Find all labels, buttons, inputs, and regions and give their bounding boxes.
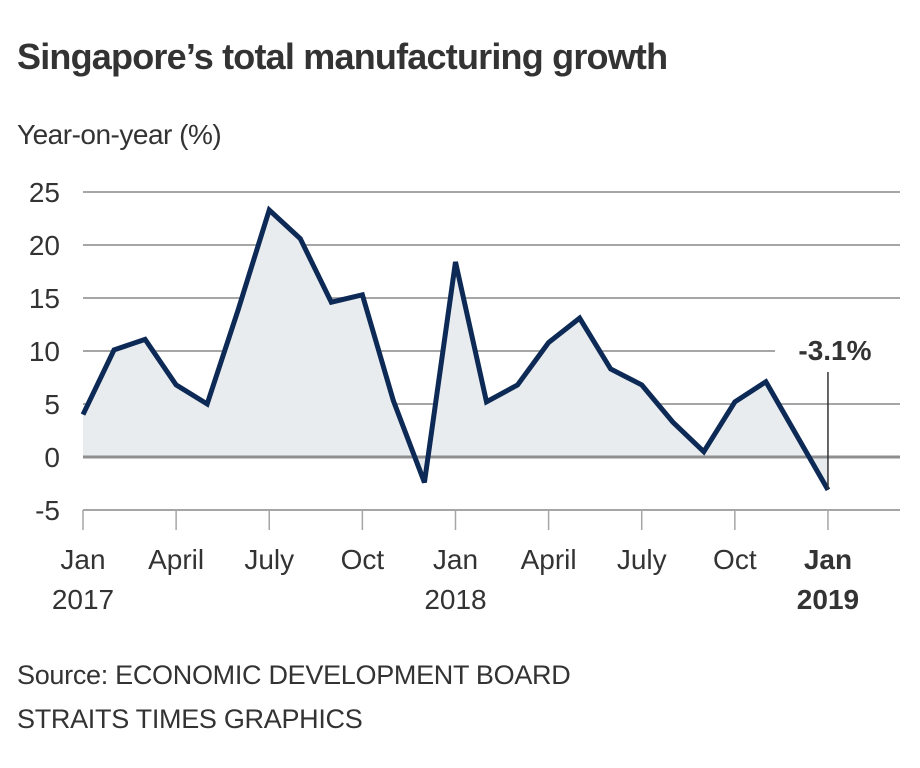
- y-tick-label: 25: [29, 177, 60, 208]
- series-line: [80, 205, 831, 492]
- x-tick-label: Jan: [433, 544, 478, 575]
- y-tick-label: 5: [44, 389, 60, 420]
- x-tick-label: Oct: [341, 544, 385, 575]
- chart-title: Singapore’s total manufacturing growth: [17, 36, 668, 77]
- y-tick-label: 20: [29, 230, 60, 261]
- x-tick-label: July: [244, 544, 294, 575]
- annotations: -3.1%: [798, 335, 872, 490]
- area-fill-path: [83, 210, 828, 490]
- y-axis: 25 20 15 10 5 0 -5: [29, 177, 60, 526]
- x-tick-label: Jan: [60, 544, 105, 575]
- x-tick-year-label: 2017: [52, 584, 114, 615]
- y-tick-label: 15: [29, 283, 60, 314]
- annotation-label: -3.1%: [798, 335, 871, 366]
- y-axis-label: Year-on-year (%): [17, 119, 222, 150]
- x-tick-label: April: [521, 544, 577, 575]
- y-tick-label: 10: [29, 336, 60, 367]
- x-tick-label: Oct: [713, 544, 757, 575]
- x-tick-year-label: 2018: [424, 584, 486, 615]
- credit-note: STRAITS TIMES GRAPHICS: [17, 704, 363, 734]
- x-tick-label: April: [148, 544, 204, 575]
- x-tick-label: July: [617, 544, 667, 575]
- x-tick-year-label: 2019: [797, 584, 859, 615]
- y-tick-label: -5: [35, 495, 60, 526]
- area-fill: [83, 210, 900, 490]
- x-tick-label: Jan: [804, 544, 852, 575]
- x-axis: Jan 2017 April July Oct Jan 2018 April July Oct Ja…: [52, 509, 900, 615]
- y-tick-label: 0: [44, 442, 60, 473]
- source-note: Source: ECONOMIC DEVELOPMENT BOARD: [17, 660, 571, 690]
